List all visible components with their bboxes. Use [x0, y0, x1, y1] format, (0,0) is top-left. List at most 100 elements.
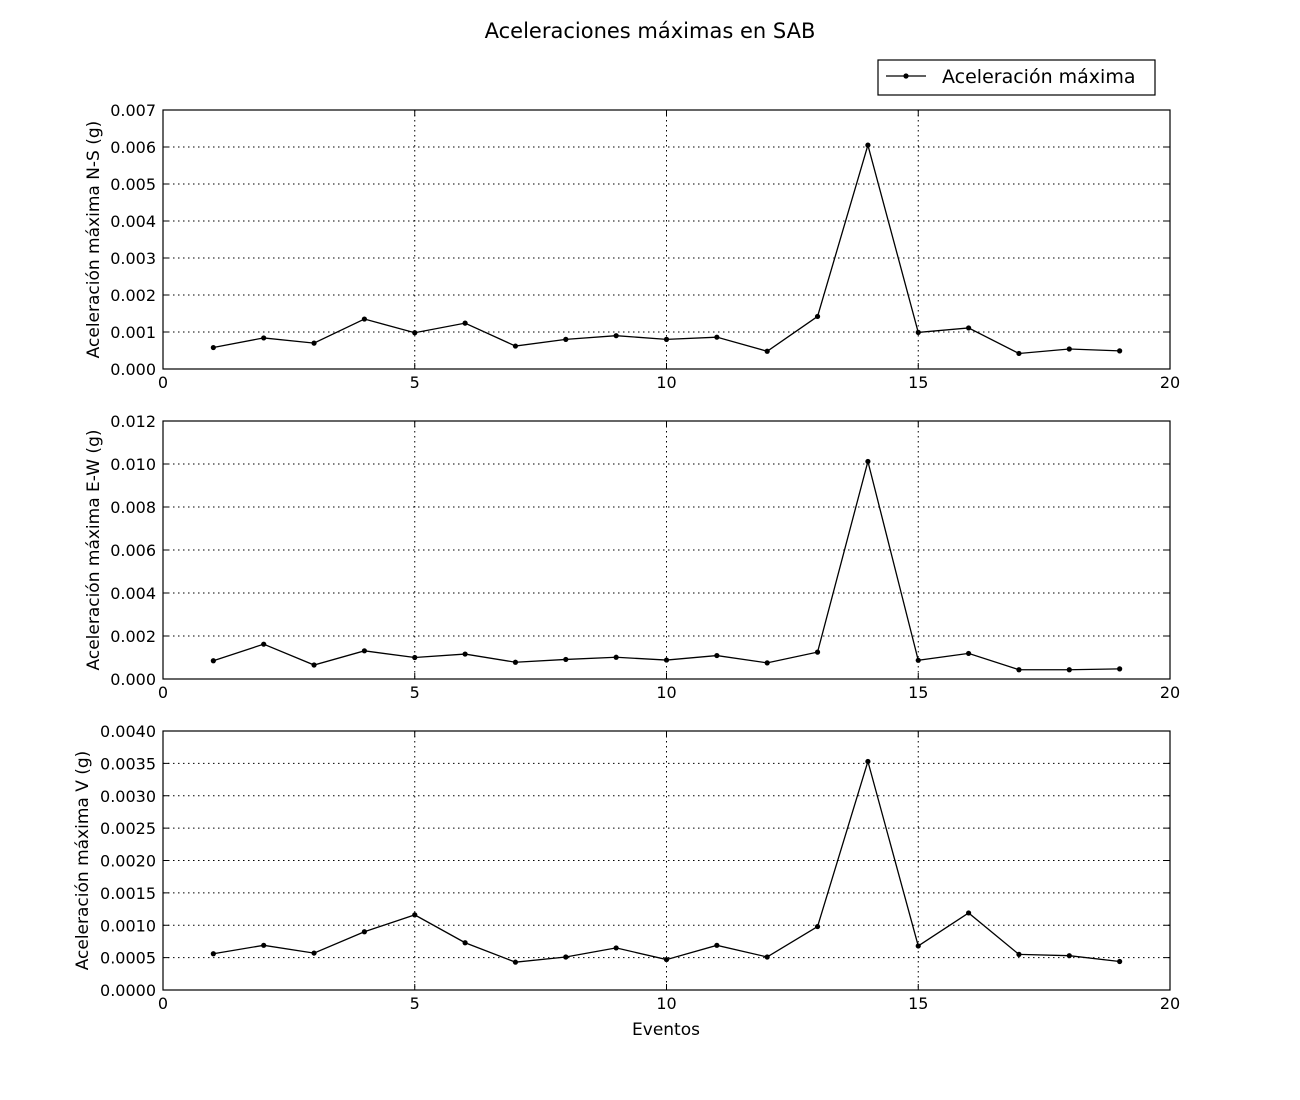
data-point [361, 648, 367, 654]
y-tick-label: 0.002 [110, 286, 156, 305]
data-point [361, 316, 367, 322]
x-tick-label: 0 [158, 373, 168, 392]
data-point [764, 660, 770, 666]
data-point [412, 330, 418, 336]
data-point [311, 662, 317, 668]
y-tick-label: 0.000 [110, 360, 156, 379]
data-point [915, 943, 921, 949]
data-point [1117, 958, 1123, 965]
data-point [412, 912, 418, 918]
x-tick-label: 15 [908, 683, 928, 702]
data-point [764, 348, 770, 354]
data-point [261, 942, 267, 948]
chart-panels: 0 5 10 15 20 0.000 0.001 0.002 0.003 0.004 0.005 0.… [73, 101, 1180, 1013]
y-tick-label: 0.0030 [100, 787, 156, 806]
data-point [361, 929, 367, 935]
data-point [865, 142, 871, 148]
data-point [210, 658, 216, 664]
data-point [915, 329, 921, 335]
y-tick-label: 0.001 [110, 323, 156, 342]
data-point [512, 343, 519, 349]
data-point [512, 959, 519, 965]
y-tick-label: 0.005 [110, 175, 156, 194]
data-point [814, 923, 821, 930]
series-line [213, 458, 1120, 671]
y-tick-label: 0.003 [110, 249, 156, 268]
x-tick-label: 10 [656, 683, 676, 702]
y-tick-label: 0.0015 [100, 884, 156, 903]
data-point [1016, 667, 1022, 673]
x-tick-label: 0 [158, 683, 168, 702]
data-point [1117, 348, 1123, 354]
y-axis-label: Aceleración máxima E-W (g) [84, 430, 104, 671]
legend: Aceleración máxima [877, 59, 1156, 96]
y-tick-label: 0.010 [110, 455, 156, 474]
legend-box [877, 59, 1156, 96]
data-point [966, 650, 972, 657]
chart-title: Aceleraciones máximas en SAB [485, 19, 816, 43]
x-tick-label: 10 [656, 994, 676, 1013]
data-point [1016, 951, 1022, 957]
data-point [1117, 666, 1123, 672]
data-point [412, 654, 418, 661]
data-point [563, 954, 569, 960]
x-tick-label: 10 [656, 373, 676, 392]
data-point [462, 940, 468, 946]
y-tick-label: 0.0000 [100, 981, 156, 1000]
data-point [663, 657, 670, 663]
y-tick-label: 0.012 [110, 412, 156, 431]
data-point [462, 320, 468, 326]
y-tick-label: 0.0025 [100, 819, 156, 838]
data-point [210, 344, 216, 351]
y-axis-label: Aceleración máxima N-S (g) [84, 121, 104, 359]
data-point [613, 654, 619, 660]
data-point [261, 335, 267, 341]
data-point [663, 336, 670, 342]
y-tick-label: 0.0040 [100, 722, 156, 741]
data-point [865, 458, 871, 465]
x-tick-label: 5 [410, 373, 420, 392]
data-point [311, 950, 317, 956]
y-tick-label: 0.006 [110, 541, 156, 560]
data-point [613, 945, 619, 951]
data-point [1016, 350, 1022, 357]
data-point [865, 758, 871, 765]
y-axis-label: Aceleración máxima V (g) [73, 751, 93, 971]
data-point [462, 651, 468, 657]
panel-ew: 0 5 10 15 20 0.000 0.002 0.004 0.006 0.008 0.010 0.… [84, 412, 1180, 702]
x-tick-label: 5 [410, 994, 420, 1013]
x-tick-label: 5 [410, 683, 420, 702]
x-tick-label: 15 [908, 373, 928, 392]
x-tick-label: 20 [1160, 683, 1180, 702]
data-point [814, 649, 821, 655]
data-point [311, 340, 317, 346]
data-point [714, 652, 720, 659]
x-tick-label: 0 [158, 994, 168, 1013]
y-tick-label: 0.004 [110, 212, 156, 231]
data-point [966, 910, 972, 916]
data-point [613, 333, 619, 339]
data-point [663, 956, 670, 963]
y-tick-label: 0.007 [110, 101, 156, 120]
y-tick-label: 0.0005 [100, 949, 156, 968]
panel-ns: 0 5 10 15 20 0.000 0.001 0.002 0.003 0.004 0.005 0.… [84, 101, 1180, 392]
data-point [563, 336, 569, 342]
data-point [261, 641, 267, 647]
x-tick-label: 15 [908, 994, 928, 1013]
legend-label: Aceleración máxima [942, 66, 1135, 88]
y-tick-label: 0.000 [110, 670, 156, 689]
data-point [714, 942, 720, 948]
y-tick-label: 0.004 [110, 584, 156, 603]
data-point [1066, 953, 1072, 959]
y-tick-label: 0.008 [110, 498, 156, 517]
panel-v: 0 5 10 15 20 0.0000 0.0005 0.0010 0.0015 0.0020 0.… [73, 722, 1180, 1013]
data-point [764, 954, 770, 960]
data-point [563, 656, 569, 663]
data-point [915, 657, 921, 663]
data-point [210, 951, 216, 957]
data-point [512, 659, 519, 665]
y-tick-label: 0.0010 [100, 916, 156, 935]
legend-marker [903, 73, 909, 79]
y-tick-label: 0.002 [110, 627, 156, 646]
